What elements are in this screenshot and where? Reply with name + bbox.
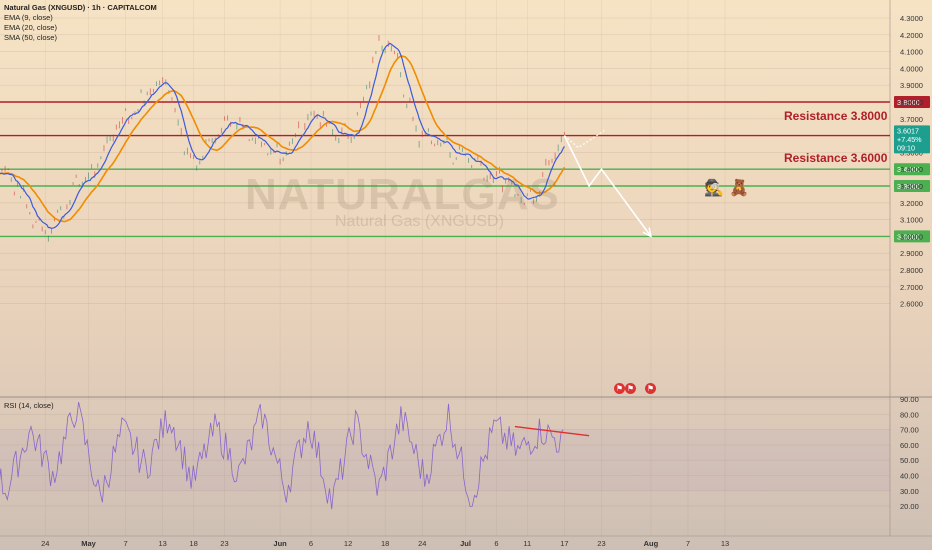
symbol-watermark: NATURALGAS [245,170,560,219]
time-tick-label: 24 [41,539,49,548]
rsi-panel: 90.00 80.00 70.00 60.00 50.00 40.00 30.00 20.00 [0,395,919,511]
price-tag-box [894,125,930,154]
price-tick-label: 2.8000 [900,266,923,275]
price-tick-label: 2.7000 [900,283,923,292]
us-flag-icon[interactable]: ⚑ [625,383,636,394]
time-axis: 724May7131823Jun6121824Jul6111723Aug713 [41,539,729,548]
rsi-divergence-line [514,425,590,437]
rsi-tick-label: 60.00 [900,441,919,450]
time-tick-label: May [81,539,96,548]
rsi-tick-label: 90.00 [900,395,919,404]
resistance-label-low: Resistance 3.6000 [784,151,888,165]
level-tag-label: 3.0000 [897,232,920,241]
price-tick-label: 2.6000 [900,300,923,309]
price-tick-label: 3.9000 [900,81,923,90]
time-tick-label: 24 [418,539,426,548]
price-tick-label: 3.0000 [900,232,923,241]
indicator-ema20[interactable]: EMA (20, close) [4,23,57,32]
rsi-tick-label: 30.00 [900,487,919,496]
price-tick-label: 3.8000 [900,98,923,107]
rsi-tick-label: 70.00 [900,426,919,435]
price-series [0,35,566,242]
us-flag-icon[interactable]: ⚑ [614,383,625,394]
price-tick-label: 4.0000 [900,64,923,73]
rsi-tick-label: 20.00 [900,502,919,511]
time-tick-label: 6 [494,539,498,548]
ema20-line [0,55,566,223]
ema9-line [0,42,565,230]
name-watermark: Natural Gas (XNGUSD) [335,213,504,230]
teddy-bear-icon: 🧸 [729,180,749,197]
time-tick-label: 12 [344,539,352,548]
detective-icon: 🕵 [704,180,724,197]
time-tick-label: 18 [381,539,389,548]
rsi-tick-label: 50.00 [900,456,919,465]
indicator-sma50[interactable]: SMA (50, close) [4,33,57,42]
time-tick-label: 13 [721,539,729,548]
time-tick-label: 17 [560,539,568,548]
current-price-tag: 3.6017+7.45%09:10 [894,125,930,154]
price-tag-text: +7.45% [897,135,922,144]
rsi-tick-label: 80.00 [900,410,919,419]
price-tick-label: 4.2000 [900,31,923,40]
projection-arrow [563,130,652,238]
rsi-title: RSI (14, close) [4,401,54,410]
level-tag-label: 3.8000 [897,98,920,107]
time-tick-label: 6 [309,539,313,548]
time-tick-label: Jul [460,539,471,548]
time-tick-label: 13 [159,539,167,548]
rsi-tick-label: 40.00 [900,472,919,481]
time-tick-label: 23 [220,539,228,548]
projection-path [563,135,652,237]
price-tag-text: 3.6017 [897,126,919,135]
price-tick-label: 4.3000 [900,14,923,23]
chart-legend: Natural Gas (XNGUSD) · 1h · CAPITALCOM E… [4,3,157,43]
rsi-band [0,429,890,491]
level-tag-label: 3.4000 [897,165,920,174]
price-tick-label: 3.3000 [900,182,923,191]
resistance-label-high: Resistance 3.8000 [784,109,888,123]
level-tag-label: 3.3000 [897,182,920,191]
level-tag [894,180,930,192]
rsi-line [0,402,564,510]
time-tick-label: Aug [644,539,659,548]
time-tick-label: 23 [597,539,605,548]
time-tick-label: Jun [273,539,287,548]
price-tick-label: 3.7000 [900,115,923,124]
projection-arrowhead [642,227,652,238]
price-tick-label: 3.2000 [900,199,923,208]
us-flag-icon[interactable]: ⚑ [645,383,656,394]
time-tick-label: 11 [523,539,531,548]
level-tag [894,230,930,243]
price-tag-text: 09:10 [897,143,915,152]
level-tag [894,96,930,108]
time-tick-label: 7 [124,539,128,548]
level-tag [894,163,930,176]
price-tick-label: 3.1000 [900,216,923,225]
time-tick-label: 18 [189,539,197,548]
price-tick-label: 3.4000 [900,165,923,174]
price-tick-label: 4.1000 [900,48,923,57]
indicator-ema9[interactable]: EMA (9, close) [4,13,53,22]
time-tick-label: 7 [686,539,690,548]
price-axis: 4.3000 4.2000 4.1000 4.0000 3.9000 3.8000 3.70… [894,14,930,309]
chart-title: Natural Gas (XNGUSD) · 1h · CAPITALCOM [4,3,157,12]
price-tick-label: 2.9000 [900,249,923,258]
